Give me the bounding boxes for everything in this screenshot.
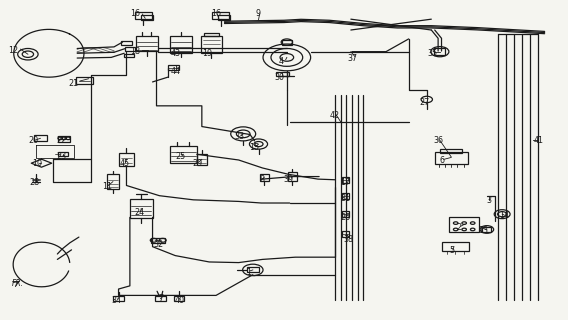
Text: 14: 14 — [499, 211, 509, 220]
Text: 22: 22 — [57, 136, 67, 145]
Bar — [342, 231, 349, 237]
Bar — [482, 227, 491, 232]
Text: 16: 16 — [211, 9, 221, 18]
Bar — [76, 77, 93, 84]
Bar — [441, 242, 469, 251]
Text: 27: 27 — [419, 98, 429, 107]
Bar — [449, 217, 479, 232]
Text: 42: 42 — [330, 111, 340, 120]
Bar — [130, 199, 153, 218]
Text: 25: 25 — [176, 152, 186, 161]
Bar — [156, 296, 166, 301]
Text: 6: 6 — [439, 156, 444, 164]
Text: 31: 31 — [340, 194, 350, 204]
Text: 24: 24 — [135, 208, 145, 217]
Bar — [174, 296, 184, 301]
Bar — [434, 49, 445, 55]
Text: 37: 37 — [347, 53, 357, 62]
Bar — [152, 238, 165, 243]
Text: 29: 29 — [193, 159, 203, 168]
Text: 44: 44 — [170, 67, 180, 76]
Text: 30: 30 — [274, 73, 285, 82]
Text: 39: 39 — [283, 175, 294, 184]
Bar — [125, 47, 135, 51]
Text: FR.: FR. — [12, 279, 24, 288]
Bar — [124, 53, 134, 57]
Bar — [212, 12, 229, 20]
Bar — [440, 149, 462, 153]
Text: 26: 26 — [340, 213, 350, 222]
Text: 36: 36 — [433, 136, 443, 145]
Text: 38: 38 — [344, 235, 354, 244]
Bar — [342, 177, 349, 183]
Text: 3: 3 — [487, 196, 492, 205]
Text: 34: 34 — [112, 296, 122, 305]
Bar — [342, 193, 349, 198]
Text: 18: 18 — [131, 47, 140, 56]
Text: 11: 11 — [102, 182, 112, 191]
Text: 23: 23 — [57, 152, 67, 161]
Bar — [34, 135, 47, 141]
Bar — [141, 15, 153, 20]
Bar — [203, 33, 219, 36]
Bar — [136, 36, 158, 51]
Bar — [276, 72, 289, 76]
Bar — [342, 211, 349, 217]
Text: 12: 12 — [8, 45, 18, 55]
Text: 2: 2 — [456, 223, 461, 232]
Text: 8: 8 — [260, 175, 265, 184]
Bar — [107, 174, 119, 189]
Bar — [169, 36, 192, 53]
Bar — [169, 146, 197, 163]
Bar — [282, 40, 292, 45]
Bar — [201, 36, 222, 53]
Bar — [59, 152, 68, 156]
Bar — [435, 152, 467, 164]
Text: 5: 5 — [449, 246, 454, 255]
Bar — [168, 65, 179, 70]
Text: 28: 28 — [30, 178, 40, 187]
Bar — [260, 174, 269, 181]
Bar — [113, 296, 124, 301]
Text: 15: 15 — [249, 143, 260, 152]
Text: 7: 7 — [158, 294, 163, 303]
Text: 41: 41 — [534, 136, 544, 145]
Bar — [197, 154, 207, 165]
Text: 21: 21 — [68, 79, 78, 88]
Bar — [247, 268, 258, 272]
Text: 33: 33 — [235, 132, 245, 140]
Text: 19: 19 — [202, 49, 212, 58]
Text: 35: 35 — [427, 49, 437, 58]
Text: 4: 4 — [279, 57, 283, 66]
Text: 10: 10 — [32, 159, 43, 168]
Bar — [58, 136, 70, 142]
Text: 43: 43 — [170, 49, 180, 58]
Text: 1: 1 — [247, 268, 252, 277]
Bar — [119, 153, 133, 166]
Bar — [135, 12, 152, 20]
Text: 40: 40 — [174, 296, 184, 305]
Text: 16: 16 — [131, 9, 140, 18]
Text: 45: 45 — [119, 159, 130, 168]
Bar — [122, 41, 132, 45]
Bar — [288, 172, 297, 181]
Bar — [218, 15, 230, 20]
Text: 13: 13 — [478, 226, 488, 235]
Text: 20: 20 — [28, 136, 39, 145]
Text: 9: 9 — [256, 9, 261, 18]
Text: 32: 32 — [153, 240, 163, 249]
Text: 17: 17 — [340, 178, 350, 187]
